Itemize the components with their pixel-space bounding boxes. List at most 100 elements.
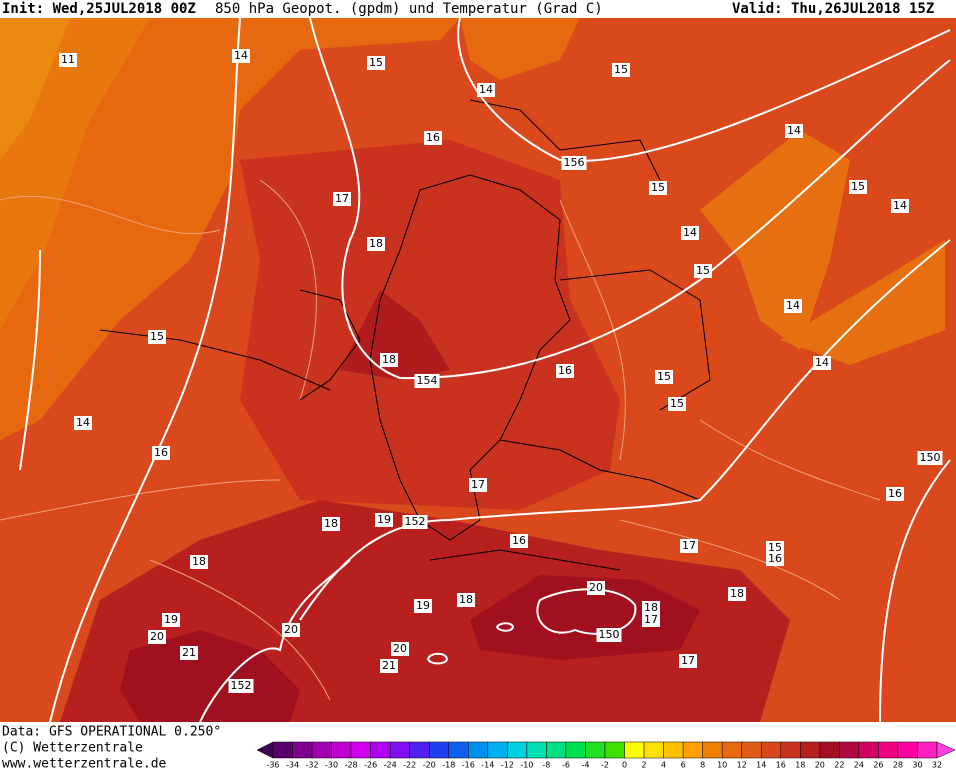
colorbar-box bbox=[409, 741, 430, 759]
map-title: 850 hPa Geopot. (gpdm) und Temperatur (G… bbox=[215, 1, 603, 17]
temperature-region bbox=[460, 18, 580, 80]
temperature-contour bbox=[149, 559, 331, 701]
valid-time: Valid: Thu,26JUL2018 15Z bbox=[732, 1, 934, 17]
colorbar-label: -18 bbox=[442, 761, 455, 770]
contour-label-box bbox=[162, 613, 180, 627]
contour-label-box bbox=[477, 83, 495, 97]
contour-label: 11 bbox=[61, 53, 75, 66]
geopotential-isoline bbox=[457, 18, 951, 162]
colorbar-label: -12 bbox=[501, 761, 514, 770]
contour-label: 16 bbox=[154, 446, 168, 459]
contour-label-box bbox=[680, 539, 698, 553]
colorbar-label: 10 bbox=[717, 761, 727, 770]
contour-label-box bbox=[59, 53, 77, 67]
contour-label: 15 bbox=[651, 181, 665, 194]
geopotential-isoline bbox=[199, 559, 351, 722]
country-border bbox=[559, 269, 711, 411]
contour-label-box bbox=[457, 593, 475, 607]
contour-label-box bbox=[891, 199, 909, 213]
temperature-region bbox=[780, 240, 945, 365]
temperature-contour bbox=[0, 479, 281, 521]
colorbar-label: 14 bbox=[756, 761, 766, 770]
contour-label: 15 bbox=[369, 56, 383, 69]
contour-label-box bbox=[380, 353, 398, 367]
contour-label: 16 bbox=[768, 552, 782, 565]
contour-label-box bbox=[681, 226, 699, 240]
contour-label-box bbox=[148, 330, 166, 344]
colorbar-label: 28 bbox=[893, 761, 903, 770]
contour-label-box bbox=[649, 181, 667, 195]
contour-label: 18 bbox=[192, 555, 206, 568]
contour-label-box bbox=[180, 646, 198, 660]
colorbar-box bbox=[917, 741, 938, 759]
geopotential-isoline bbox=[299, 239, 951, 621]
colorbar-box bbox=[897, 741, 918, 759]
colorbar-box bbox=[526, 741, 547, 759]
contour-label-box bbox=[333, 192, 351, 206]
contour-label: 14 bbox=[76, 416, 90, 429]
contour-label-box bbox=[282, 623, 300, 637]
contour-label-box bbox=[375, 513, 393, 527]
map-layers: 11 14 15 15 14 16 14 156 15 15 17 14 18 14 15 14 15 18 154… bbox=[0, 18, 956, 722]
colorbar-box bbox=[292, 741, 313, 759]
contour-label-box bbox=[679, 654, 697, 668]
contour-label: 150 bbox=[920, 451, 941, 464]
colorbar-box bbox=[350, 741, 371, 759]
contour-label: 18 bbox=[730, 587, 744, 600]
colorbar-label: -28 bbox=[345, 761, 358, 770]
contour-label: 14 bbox=[787, 124, 801, 137]
contour-label: 18 bbox=[459, 593, 473, 606]
map-area: 11 14 15 15 14 16 14 156 15 15 17 14 18 14 15 14 15 18 154… bbox=[0, 18, 956, 722]
contour-label-box bbox=[849, 180, 867, 194]
contour-label-box bbox=[612, 63, 630, 77]
country-border bbox=[429, 549, 621, 571]
colorbar-label: 16 bbox=[776, 761, 786, 770]
contour-label: 16 bbox=[426, 131, 440, 144]
colorbar-box bbox=[370, 741, 391, 759]
contour-label-box bbox=[148, 630, 166, 644]
colorbar-label: -2 bbox=[601, 761, 609, 770]
contour-label-box bbox=[74, 416, 92, 430]
contour-label-box bbox=[785, 124, 803, 138]
colorbar-box bbox=[389, 741, 410, 759]
contour-label-box bbox=[322, 517, 340, 531]
temperature-region bbox=[120, 630, 300, 722]
contour-label: 20 bbox=[150, 630, 164, 643]
colorbar-box bbox=[604, 741, 625, 759]
colorbar-box bbox=[643, 741, 664, 759]
contour-label-box bbox=[469, 478, 487, 492]
colorbar-label: 2 bbox=[642, 761, 647, 770]
country-border bbox=[99, 329, 331, 391]
contour-label-box bbox=[813, 356, 831, 370]
colorbar-box bbox=[468, 741, 489, 759]
contour-label-box bbox=[596, 628, 622, 642]
colorbar-box bbox=[682, 741, 703, 759]
contour-label-box bbox=[917, 451, 943, 465]
colorbar-box bbox=[272, 741, 293, 759]
contour-label-box bbox=[414, 374, 440, 388]
contour-label-box bbox=[190, 555, 208, 569]
colorbar-label: 20 bbox=[815, 761, 825, 770]
colorbar-label: -22 bbox=[403, 761, 416, 770]
colorbar-label: 30 bbox=[912, 761, 922, 770]
colorbar-label: 12 bbox=[737, 761, 747, 770]
copyright: (C) Wetterzentrale bbox=[2, 741, 143, 756]
colorbar-arrow bbox=[256, 741, 274, 759]
colorbar-box bbox=[624, 741, 645, 759]
contour-label: 18 bbox=[644, 601, 658, 614]
contour-label: 20 bbox=[284, 623, 298, 636]
colorbar-box bbox=[663, 741, 684, 759]
temperature-region bbox=[240, 140, 620, 510]
contour-label: 15 bbox=[768, 541, 782, 554]
contour-label: 17 bbox=[681, 654, 695, 667]
contour-label: 14 bbox=[786, 299, 800, 312]
colorbar-label: -14 bbox=[481, 761, 494, 770]
data-source: Data: GFS OPERATIONAL 0.250° bbox=[2, 725, 221, 740]
colorbar-box bbox=[760, 741, 782, 759]
colorbar-box bbox=[819, 741, 840, 759]
temperature-contour bbox=[559, 199, 626, 461]
colorbar-label: -6 bbox=[562, 761, 570, 770]
contour-label: 16 bbox=[512, 534, 526, 547]
contour-label: 15 bbox=[614, 63, 628, 76]
